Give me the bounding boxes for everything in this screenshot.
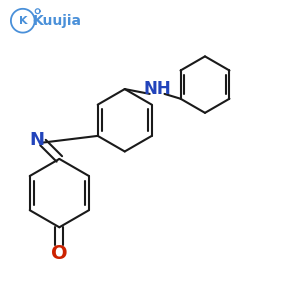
Text: Kuujia: Kuujia bbox=[32, 14, 82, 28]
Text: O: O bbox=[51, 244, 68, 263]
Text: K: K bbox=[19, 16, 27, 26]
Text: NH: NH bbox=[143, 80, 171, 98]
Text: N: N bbox=[29, 130, 44, 148]
